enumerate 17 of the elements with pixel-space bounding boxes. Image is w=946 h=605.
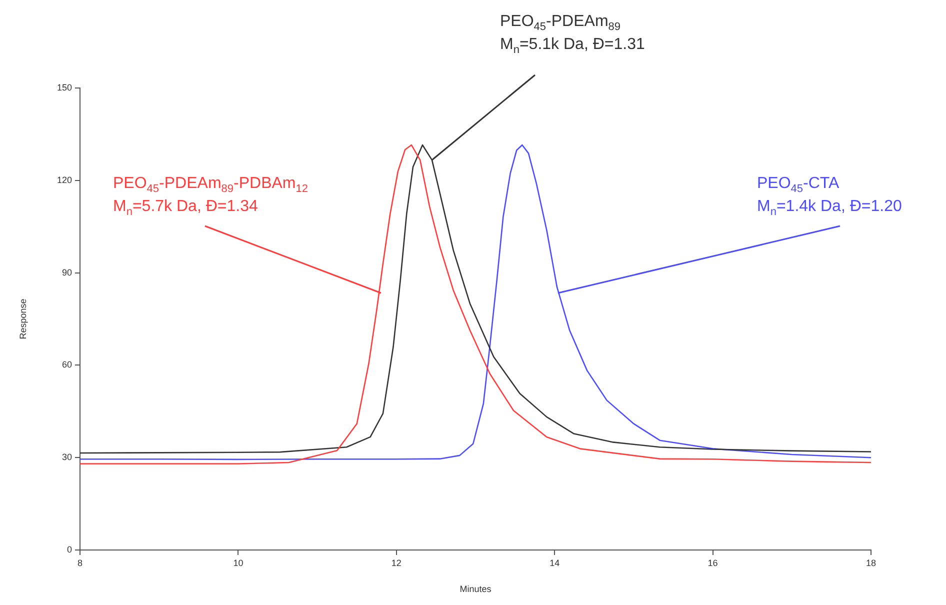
- x-tick-label: 10: [233, 558, 244, 568]
- x-tick-label: 18: [866, 558, 876, 568]
- x-tick-label: 12: [391, 558, 402, 568]
- y-axis-title: Response: [18, 298, 28, 340]
- text: PEO$_{45}$-CTA M$_{n}$=1.4k Da, Đ=1.20: [757, 175, 902, 218]
- text: PEO$_{45}$-PDEAm$_{89}$ M$_{n}$=5.1k Da, Đ=1.31: [500, 13, 645, 56]
- y-tick-label: 0: [66, 544, 72, 554]
- y-tick-label: 90: [62, 267, 72, 278]
- y-tick-label: 30: [62, 452, 72, 462]
- x-tick-label: 8: [77, 558, 83, 568]
- x-tick-label: 14: [550, 558, 560, 568]
- x-tick-label: 16: [708, 558, 718, 568]
- x-axis-title: Minutes: [460, 584, 492, 594]
- text: PEO$_{45}$-PDEAm$_{89}$-PDBAm$_{12}$ M$_{n}$=5.7k Da, Đ=1.34: [113, 175, 308, 218]
- y-tick-label: 60: [62, 360, 72, 370]
- y-tick-label: 120: [56, 174, 72, 185]
- y-tick-label: 150: [56, 82, 72, 92]
